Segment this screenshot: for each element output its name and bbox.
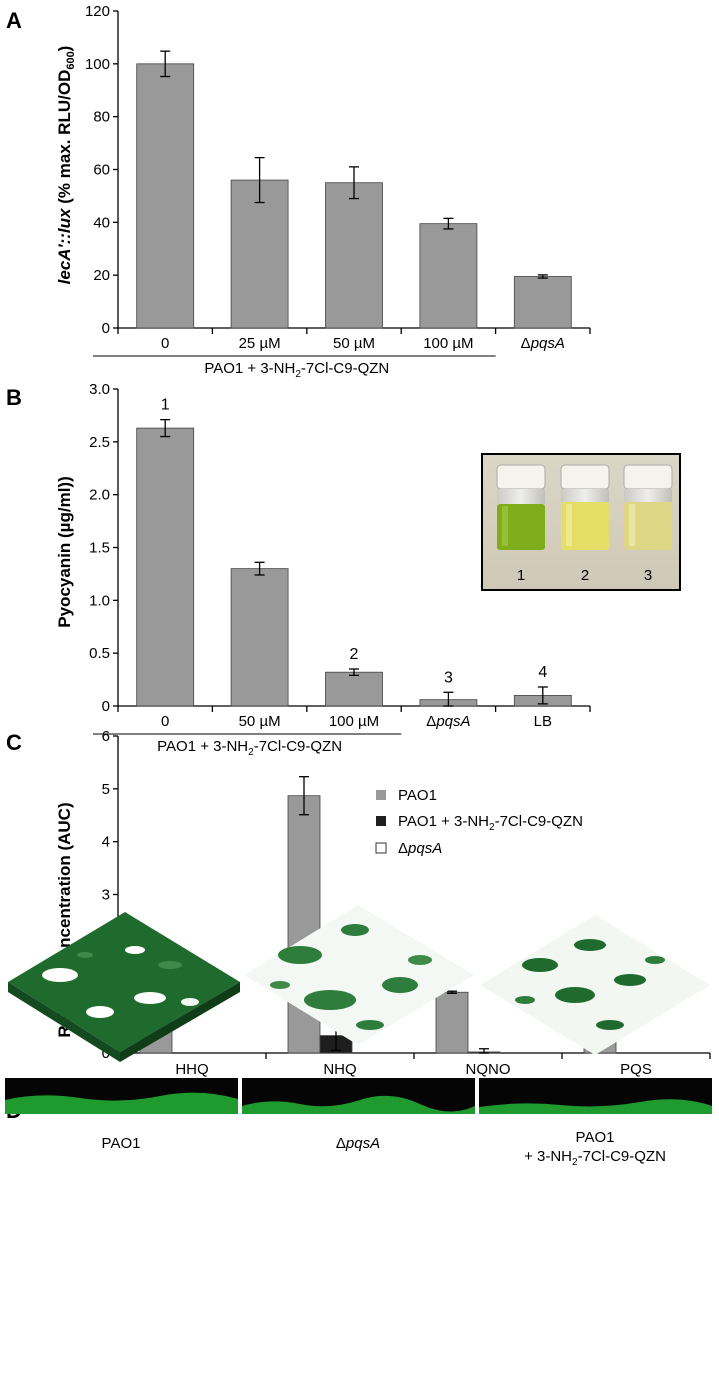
legend-label-pqsa: ΔpqsA [398,840,442,857]
panel-b-y-tick-label-4: 2.0 [89,487,110,504]
panel-a-y-tick-label-6: 120 [85,3,110,20]
panel-d-biofilm-images: PAO1 ΔpqsA PAO1 + 3-NH2-7Cl-C9-QZN [5,905,712,1168]
panel-b-y-tick-label-6: 3.0 [89,381,110,398]
panel-letter-c: C [6,730,22,755]
vial-1-liquid [497,504,545,550]
panel-a-y-tick-label-1: 20 [93,267,110,284]
panel-a-y-tick-label-5: 100 [85,56,110,73]
legend-swatch-pqsa [375,842,387,854]
panel-a-x-tick-label-4: ΔpqsA [521,335,565,352]
panel-a-x-tick-label-2: 50 µM [333,335,375,352]
panel-b-group-label: PAO1 + 3-NH2-7Cl-C9-QZN [157,738,342,758]
panel-b-bar-label-2: 2 [350,646,359,663]
panel-a-y-label-gene: lecA'::lux [55,207,74,284]
panel-c-y-tick-label-4: 4 [102,834,110,851]
cross-section-treated [479,1078,712,1114]
inset-vial-label-3: 3 [644,567,652,584]
panel-b-bar-1 [230,568,289,707]
panel-a-group-label: PAO1 + 3-NH2-7Cl-C9-QZN [204,360,389,380]
panel-c-x-tick-label-0: HHQ [175,1061,208,1078]
panel-letter-a: A [6,8,22,33]
panel-a-y-label-units: (% max. RLU/OD [55,70,74,209]
panel-a-bar-2 [325,182,383,329]
panel-a-bar-1 [230,179,289,329]
panel-a-y-tick-label-3: 60 [93,162,110,179]
cross-section-pqsa [242,1078,475,1114]
biofilm-image-pao1 [8,912,240,1062]
panel-a-y-tick-label-0: 0 [102,320,110,337]
panel-a-y-label-subscript: 600 [65,51,77,69]
panel-b-bar-label-4: 4 [538,664,547,681]
panel-a-bar-4 [513,276,572,329]
legend-label-pao1: PAO1 [398,787,437,804]
panel-b-y-axis-label: Pyocyanin (µg/ml)) [55,476,74,627]
panel-d-label-pao1: PAO1 [102,1135,141,1152]
panel-a-y-label-close: ) [55,46,74,52]
panel-letter-b: B [6,385,22,410]
vial-3 [623,464,673,550]
panel-a-bar-3 [419,223,478,329]
panel-b-y-tick-label-1: 0.5 [89,645,110,662]
panel-b-y-tick-label-0: 0 [102,698,110,715]
legend-label-treated: PAO1 + 3-NH2-7Cl-C9-QZN [398,813,583,833]
panel-b-bar-0 [136,427,195,707]
panel-c-x-tick-label-1: NHQ [323,1061,356,1078]
vial-2 [560,464,610,550]
panel-b-x-tick-label-3: ΔpqsA [426,713,470,730]
biofilm-image-treated [480,915,710,1055]
panel-a-y-axis-label: lecA'::lux (% max. RLU/OD600) [55,46,77,285]
panel-c-x-tick-label-2: NQNO [466,1061,511,1078]
panel-d-label-treated-line1: PAO1 [576,1129,615,1146]
panel-c-y-tick-label-3: 3 [102,887,110,904]
legend-swatch-pao1 [376,790,386,800]
panel-a-x-tick-label-1: 25 µM [239,335,281,352]
panel-a-x-tick-label-0: 0 [161,335,169,352]
panel-b-y-tick-label-5: 2.5 [89,434,110,451]
panel-b-bar-label-0: 1 [161,397,170,414]
panel-c-x-tick-label-3: PQS [620,1061,652,1078]
panel-b-x-tick-label-1: 50 µM [239,713,281,730]
panel-b-x-tick-label-2: 100 µM [329,713,379,730]
panel-c-y-tick-label-5: 5 [102,781,110,798]
biofilm-image-pqsa [244,905,474,1045]
panel-b-x-tick-label-4: LB [534,713,552,730]
panel-a-bar-chart: lecA'::lux (% max. RLU/OD600) 0204060801… [55,3,591,380]
panel-b-y-tick-label-3: 1.5 [89,540,110,557]
panel-a-y-tick-label-2: 40 [93,214,110,231]
panel-b-bar-chart: Pyocyanin (µg/ml)) 1 [55,381,681,758]
panel-d-label-treated-line2: + 3-NH2-7Cl-C9-QZN [524,1148,666,1168]
panel-a-bar-0 [136,63,195,329]
panel-d-label-pqsa: ΔpqsA [336,1135,380,1152]
cross-section-pao1 [5,1078,238,1114]
vial-2-liquid [561,502,609,550]
panel-a-x-tick-label-3: 100 µM [423,335,473,352]
panel-b-bar-label-3: 3 [444,669,453,686]
panel-c-legend: PAO1 PAO1 + 3-NH2-7Cl-C9-QZN ΔpqsA [375,787,583,857]
panel-b-y-tick-label-2: 1.0 [89,592,110,609]
panel-c-y-tick-label-0: 0 [102,1045,110,1062]
panel-b-inset-photo: 1 2 3 [481,453,681,591]
inset-vial-label-2: 2 [581,567,589,584]
inset-vial-label-1: 1 [517,567,525,584]
panel-b-bar-2 [325,671,383,707]
panel-c-bar-2-series-0 [435,991,469,1054]
panel-b-x-tick-label-0: 0 [161,713,169,730]
panel-a-y-tick-label-4: 80 [93,109,110,126]
vial-1 [496,464,546,550]
panel-c-y-tick-label-6: 6 [102,728,110,745]
legend-swatch-treated [376,816,386,826]
vial-3-liquid [624,502,672,550]
